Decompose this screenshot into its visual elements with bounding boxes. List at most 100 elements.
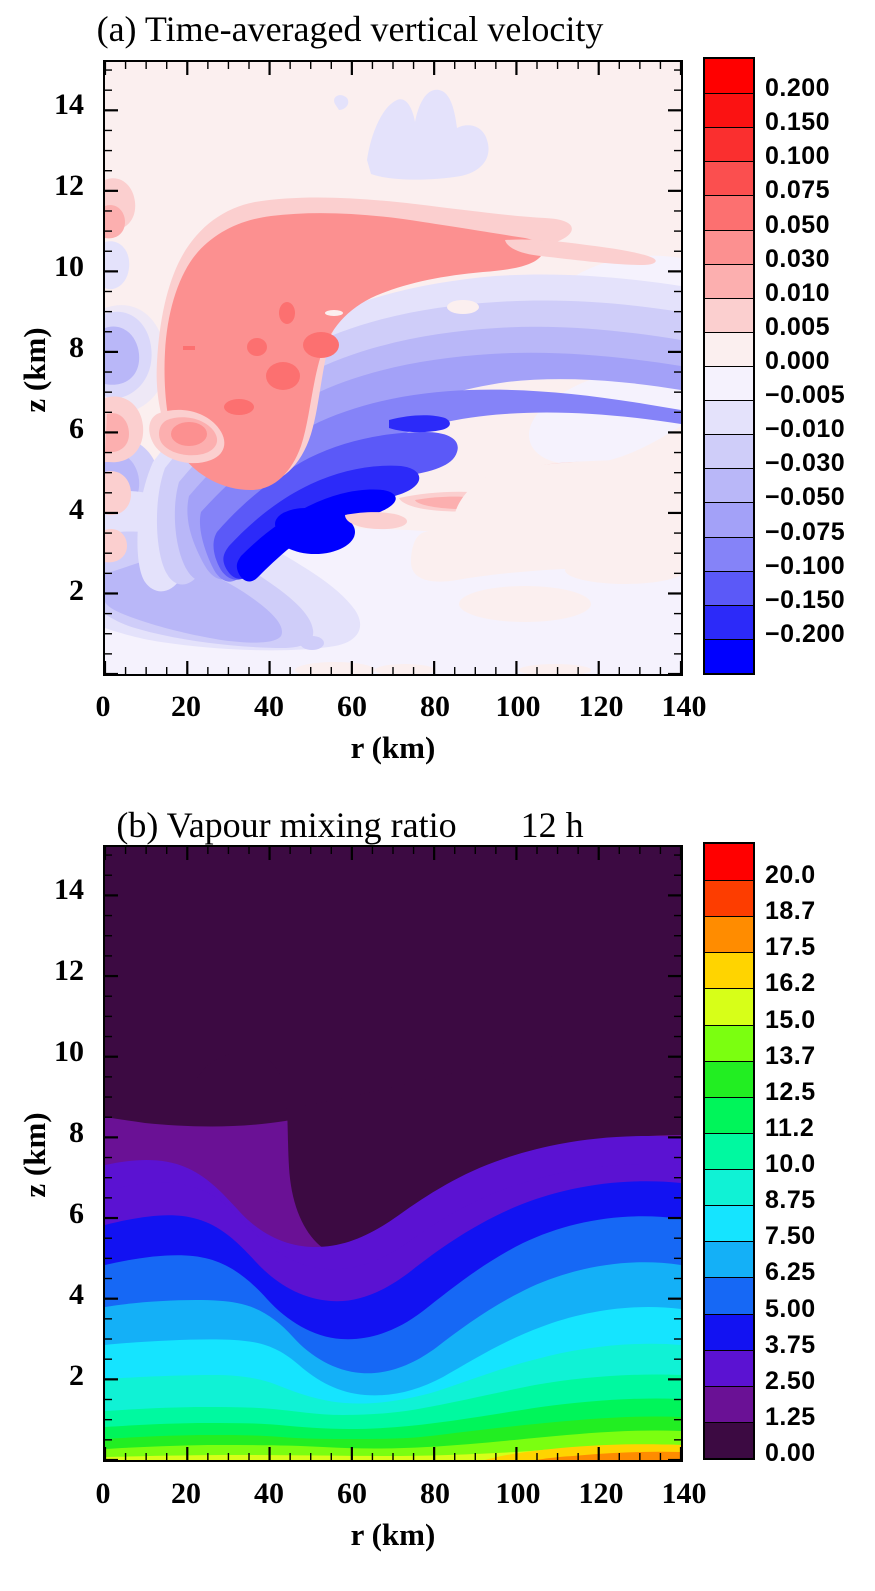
colorbar-swatch (705, 1060, 753, 1097)
colorbar-swatch (705, 59, 753, 94)
colorbar-swatch (705, 1385, 753, 1422)
colorbar-tick-label: 17.5 (765, 933, 816, 962)
colorbar-tick-label: 7.50 (765, 1222, 816, 1251)
colorbar-swatch (705, 916, 753, 953)
colorbar-tick-label: 0.200 (765, 74, 831, 103)
panel-b-xtick-60: 60 (337, 1477, 367, 1510)
colorbar-tick-label: 0.030 (765, 244, 831, 273)
colorbar-tick-label: 5.00 (765, 1294, 816, 1323)
colorbar-swatch (705, 434, 753, 469)
colorbar-swatch (705, 400, 753, 435)
colorbar-swatch (705, 1169, 753, 1206)
panel-b-xtick-120: 120 (578, 1477, 624, 1510)
colorbar-tick-label: 15.0 (765, 1005, 816, 1034)
panel-a-ytick-12: 12 (54, 169, 84, 202)
colorbar-tick-label: 8.75 (765, 1186, 816, 1215)
colorbar-swatch (705, 638, 753, 673)
colorbar-swatch (705, 468, 753, 503)
colorbar-tick-label: 0.005 (765, 312, 831, 341)
colorbar-swatch (705, 161, 753, 196)
colorbar-swatch (705, 127, 753, 162)
panel-b-ytick-12: 12 (54, 954, 84, 987)
panel-b-xaxis-title: r (km) (350, 1517, 436, 1552)
colorbar-swatch (705, 536, 753, 571)
colorbar-swatch (705, 604, 753, 639)
colorbar-swatch (705, 1313, 753, 1350)
panel-a-xtick-20: 20 (171, 690, 201, 723)
colorbar-swatch (705, 195, 753, 230)
colorbar-swatch (705, 1277, 753, 1314)
colorbar-tick-label: −0.075 (765, 517, 846, 546)
colorbar-tick-label: −0.010 (765, 415, 846, 444)
panel-b-title: (b) Vapour mixing ratio 12 h (0, 804, 700, 846)
colorbar-swatch (705, 988, 753, 1025)
panel-a-ytick-14: 14 (54, 88, 84, 121)
panel-a-xtick-80: 80 (420, 690, 450, 723)
panel-b: (b) Vapour mixing ratio 12 h (0, 780, 875, 1591)
colorbar-swatch (705, 1205, 753, 1242)
colorbar-swatch (705, 844, 753, 881)
colorbar-swatch (705, 263, 753, 298)
colorbar-tick-label: 6.25 (765, 1258, 816, 1287)
panel-b-ytick-14: 14 (54, 873, 84, 906)
colorbar-tick-label: 0.00 (765, 1439, 816, 1467)
colorbar-tick-label: 1.25 (765, 1402, 816, 1431)
colorbar-tick-label: −0.005 (765, 381, 846, 410)
colorbar-tick-label: 10.0 (765, 1150, 816, 1179)
colorbar-swatch (705, 1132, 753, 1170)
colorbar-tick-label: 0.050 (765, 210, 831, 239)
colorbar-swatch (705, 570, 753, 605)
panel-a-yaxis-title: z (km) (17, 327, 52, 413)
panel-a-colorbar (703, 57, 755, 675)
colorbar-swatch (705, 952, 753, 989)
panel-b-xtick-100: 100 (495, 1477, 541, 1510)
colorbar-tick-label: 12.5 (765, 1077, 816, 1106)
panel-a-ytick-2: 2 (69, 574, 84, 607)
panel-a-xtick-0: 0 (95, 690, 111, 723)
panel-b-xtick-80: 80 (420, 1477, 450, 1510)
panel-a-xtick-60: 60 (337, 690, 367, 723)
colorbar-swatch (705, 331, 753, 366)
colorbar-swatch (705, 1241, 753, 1278)
colorbar-tick-label: 13.7 (765, 1041, 816, 1070)
panel-a-plot-area (103, 60, 683, 676)
panel-b-yaxis-title: z (km) (17, 1112, 52, 1198)
colorbar-swatch (705, 366, 753, 401)
colorbar-swatch (705, 1024, 753, 1061)
colorbar-tick-label: 0.075 (765, 176, 831, 205)
panel-b-ytick-2: 2 (69, 1359, 84, 1392)
colorbar-tick-label: −0.050 (765, 483, 846, 512)
panel-a-ytick-6: 6 (69, 412, 84, 445)
panel-b-ytick-10: 10 (54, 1035, 84, 1068)
colorbar-tick-label: −0.200 (765, 619, 846, 648)
colorbar-tick-label: 3.75 (765, 1330, 816, 1359)
panel-b-xtick-20: 20 (171, 1477, 201, 1510)
colorbar-tick-label: −0.100 (765, 551, 846, 580)
panel-b-xtick-140: 140 (661, 1477, 707, 1510)
colorbar-tick-label: 18.7 (765, 897, 816, 926)
colorbar-swatch (705, 1421, 753, 1458)
panel-b-colorbar (703, 842, 755, 1460)
panel-b-contour-field (105, 847, 681, 1460)
colorbar-swatch (705, 880, 753, 917)
colorbar-tick-label: 2.50 (765, 1366, 816, 1395)
panel-a-ytick-4: 4 (69, 493, 84, 526)
colorbar-swatch (705, 1349, 753, 1386)
panel-a-xtick-120: 120 (578, 690, 624, 723)
colorbar-swatch (705, 502, 753, 537)
panel-a: (a) Time-averaged vertical velocity (0, 0, 875, 780)
colorbar-tick-label: 0.100 (765, 142, 831, 171)
colorbar-tick-label: −0.150 (765, 585, 846, 614)
colorbar-swatch (705, 297, 753, 332)
colorbar-tick-label: 16.2 (765, 969, 816, 998)
panel-b-ytick-6: 6 (69, 1197, 84, 1230)
panel-b-xtick-40: 40 (254, 1477, 284, 1510)
colorbar-swatch (705, 1096, 753, 1133)
panel-b-title-text: (b) Vapour mixing ratio (116, 805, 457, 845)
colorbar-tick-label: 20.0 (765, 861, 816, 890)
colorbar-tick-label: 0.000 (765, 347, 831, 375)
panel-a-ytick-10: 10 (54, 250, 84, 283)
panel-a-contour-field (105, 62, 681, 674)
colorbar-swatch (705, 93, 753, 128)
